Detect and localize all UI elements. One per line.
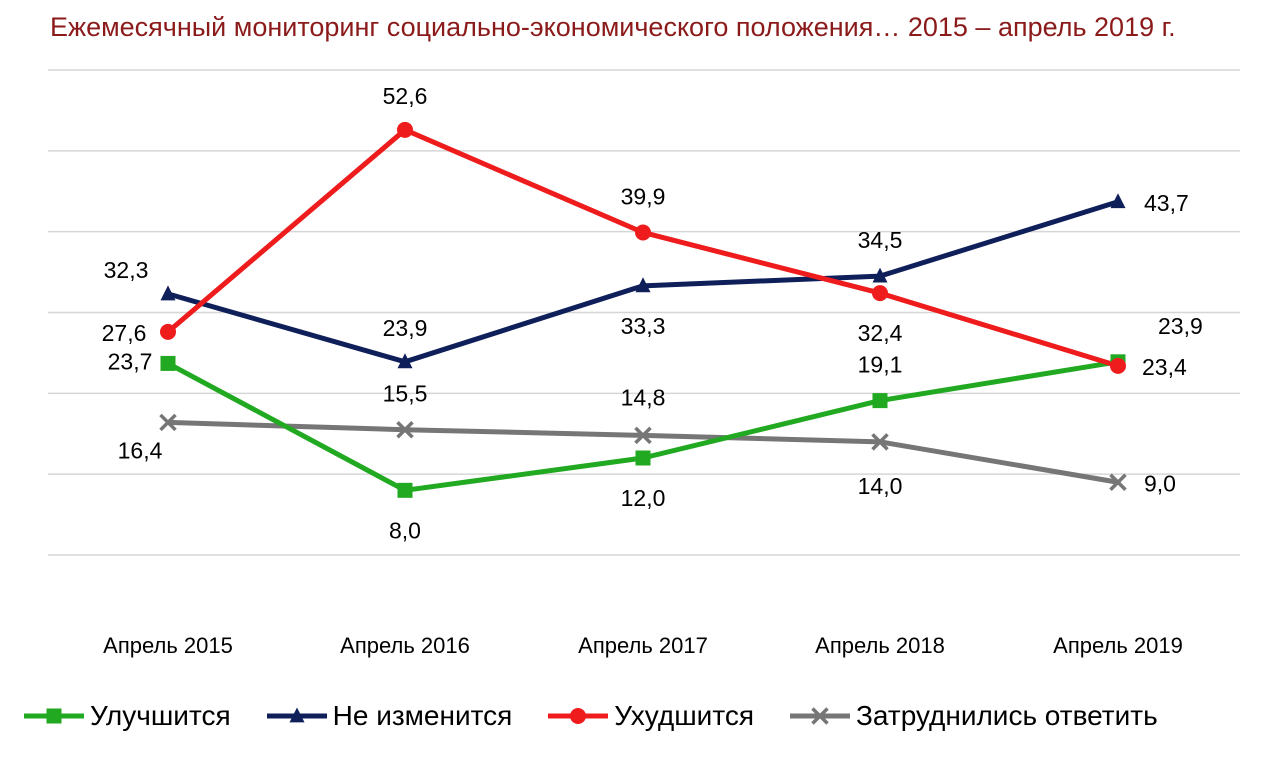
data-point — [1109, 473, 1127, 491]
data-label: 27,6 — [102, 320, 147, 346]
data-point — [635, 277, 651, 293]
data-point — [160, 285, 176, 301]
data-point — [872, 393, 888, 409]
data-label: 14,8 — [621, 384, 666, 410]
data-point — [397, 482, 413, 498]
data-label: 33,3 — [621, 313, 666, 339]
line-chart: 23,7 8,0 12,0 19,1 23,9 32,3 23,9 33,3 34,5 43,7 2… — [48, 69, 1240, 658]
chart-title: Ежемесячный мониторинг социально-экономи… — [50, 12, 1176, 42]
data-point — [397, 353, 413, 369]
gridlines — [48, 69, 1240, 556]
data-label: 23,9 — [383, 315, 428, 341]
data-point — [397, 121, 413, 138]
legend-item: Затруднились ответить — [788, 700, 1158, 732]
data-label: 23,7 — [108, 348, 153, 374]
data-label: 15,5 — [383, 381, 428, 407]
data-label: 43,7 — [1144, 190, 1189, 216]
data-labels: 23,7 8,0 12,0 19,1 23,9 32,3 23,9 33,3 34,5 43,7 2… — [102, 83, 1203, 544]
data-label: 52,6 — [383, 83, 428, 109]
series-markers — [159, 121, 1127, 498]
legend-label: Улучшится — [90, 700, 231, 731]
data-label: 39,9 — [621, 183, 666, 209]
data-point — [634, 426, 652, 445]
legend-swatch-icon — [266, 707, 327, 723]
legend-label: Ухудшится — [614, 700, 754, 731]
x-axis-tick-labels: Апрель 2015 Апрель 2016 Апрель 2017 Апрель … — [103, 633, 1183, 658]
data-label: 34,5 — [858, 227, 903, 253]
data-point — [159, 413, 177, 432]
data-label: 23,9 — [1158, 313, 1203, 339]
data-point — [1110, 357, 1126, 374]
data-point — [1110, 193, 1126, 209]
legend-item: Ухудшится — [546, 700, 754, 732]
data-label: 23,4 — [1142, 354, 1187, 380]
x-tick-label: Апрель 2018 — [815, 633, 945, 658]
legend-label: Затруднились ответить — [856, 700, 1158, 731]
legend-label: Не изменится — [332, 700, 513, 731]
data-label: 32,3 — [104, 257, 149, 283]
data-point — [872, 267, 888, 283]
data-label: 8,0 — [389, 517, 421, 543]
legend: Улучшится Не изменится Ухудшится Затруднили… — [22, 700, 1192, 732]
data-label: 14,0 — [858, 473, 903, 499]
legend-swatch-icon — [24, 708, 84, 724]
data-label: 32,4 — [858, 320, 903, 346]
legend-item: Не изменится — [265, 700, 513, 732]
legend-swatch-icon — [548, 708, 609, 724]
data-point — [160, 355, 176, 371]
x-tick-label: Апрель 2017 — [578, 633, 708, 658]
x-tick-label: Апрель 2015 — [103, 633, 233, 658]
legend-swatch-icon — [790, 707, 850, 725]
data-point — [872, 285, 888, 302]
data-point — [396, 420, 414, 439]
data-label: 16,4 — [118, 437, 163, 463]
data-label: 12,0 — [621, 485, 666, 511]
x-tick-label: Апрель 2016 — [340, 633, 470, 658]
legend-item: Улучшится — [22, 700, 231, 732]
data-point — [635, 450, 651, 466]
data-label: 9,0 — [1144, 470, 1176, 496]
data-point — [635, 224, 651, 241]
data-point — [871, 433, 889, 451]
data-point — [160, 323, 176, 340]
x-tick-label: Апрель 2019 — [1053, 633, 1183, 658]
data-label: 19,1 — [858, 352, 903, 378]
